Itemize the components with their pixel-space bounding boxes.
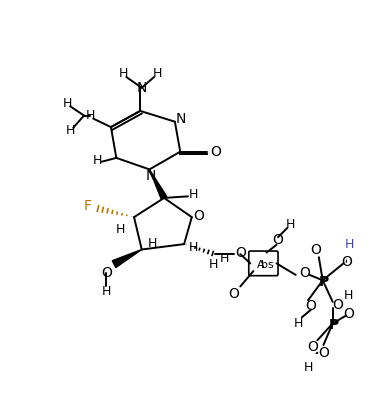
Text: H: H [188, 188, 198, 201]
Polygon shape [149, 170, 167, 199]
Text: H: H [86, 109, 95, 122]
Text: H: H [188, 241, 198, 254]
Text: H: H [345, 238, 354, 252]
Text: F: F [84, 199, 92, 213]
Text: N: N [146, 170, 156, 183]
Text: H: H [62, 97, 72, 110]
Text: H: H [294, 317, 303, 330]
Text: O: O [193, 209, 204, 222]
FancyBboxPatch shape [249, 251, 278, 276]
Text: O: O [235, 246, 246, 259]
Text: H: H [303, 361, 313, 374]
Text: O: O [229, 287, 240, 301]
Text: N: N [137, 81, 147, 95]
Text: O: O [272, 233, 283, 247]
Text: P: P [319, 275, 329, 289]
Text: H: H [102, 285, 111, 298]
Text: O: O [306, 299, 317, 314]
Text: H: H [152, 67, 162, 80]
Polygon shape [112, 250, 142, 267]
Text: H: H [219, 252, 229, 265]
Text: O: O [310, 242, 321, 256]
Text: O: O [341, 255, 352, 269]
Text: H: H [65, 125, 75, 137]
Text: O: O [210, 145, 221, 159]
Text: H: H [344, 289, 354, 302]
Text: bs: bs [261, 260, 274, 270]
Text: O: O [332, 298, 343, 312]
Text: O: O [300, 266, 310, 280]
Text: O: O [307, 339, 318, 353]
Text: H: H [118, 67, 128, 80]
Text: H: H [286, 219, 295, 231]
Text: A: A [257, 260, 265, 270]
Text: O: O [318, 346, 329, 360]
Text: H: H [115, 223, 125, 236]
Text: H: H [148, 237, 157, 250]
Text: H: H [92, 154, 102, 167]
Text: P: P [329, 318, 339, 332]
Text: O: O [101, 266, 112, 280]
Text: N: N [176, 111, 186, 126]
Text: H: H [209, 258, 218, 271]
Text: O: O [343, 307, 354, 321]
